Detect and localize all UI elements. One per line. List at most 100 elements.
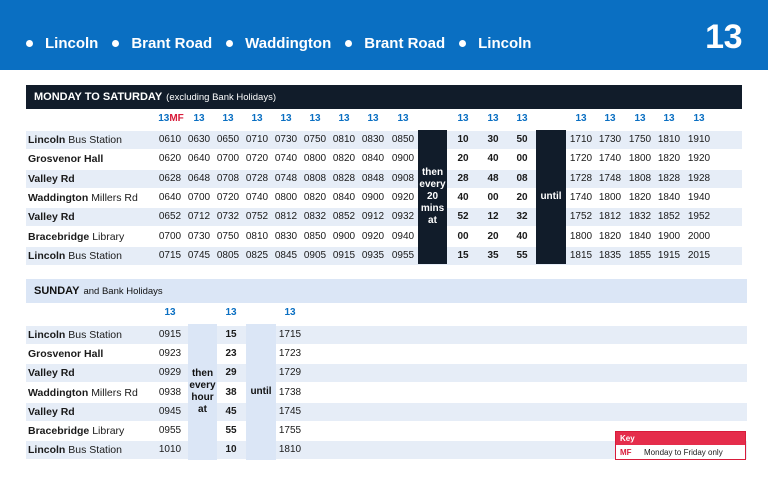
sunday-title: SUNDAY xyxy=(34,285,80,297)
stop-name: Valley Rd xyxy=(28,364,75,382)
bullet-icon xyxy=(459,40,467,47)
departure-minute: 38 xyxy=(225,386,237,398)
stop-name-main: Grosvenor Hall xyxy=(28,153,104,166)
departure-time: 1740 xyxy=(569,191,593,203)
departure-time: 1840 xyxy=(628,230,652,242)
then-every-text: at xyxy=(428,215,437,226)
route-number: 13 xyxy=(705,18,742,56)
departure-time: 1855 xyxy=(628,249,652,261)
departure-time: 0900 xyxy=(361,191,385,203)
departure-time: 0820 xyxy=(303,191,327,203)
stop-name: Bracebridge Library xyxy=(28,228,124,246)
route-stops: Lincoln Brant Road Waddington Brant Road Lin… xyxy=(26,35,545,52)
departure-minute: 20 xyxy=(516,191,528,203)
route-number-header: 13 xyxy=(164,307,176,318)
departure-time: 1800 xyxy=(628,153,652,165)
departure-minute: 32 xyxy=(516,211,528,223)
departure-time: 1740 xyxy=(598,153,622,165)
stop-name: Lincoln Bus Station xyxy=(28,131,122,149)
departure-time: 1832 xyxy=(628,211,652,223)
departure-time: 0852 xyxy=(332,211,356,223)
departure-time: 1745 xyxy=(278,405,302,417)
stop-name-detail: Millers Rd xyxy=(91,386,138,399)
stop-name-main: Valley Rd xyxy=(28,211,75,224)
table-row-shade xyxy=(26,364,747,383)
then-every-text: every xyxy=(189,380,216,391)
then-every-text: at xyxy=(198,404,207,415)
departure-time: 0810 xyxy=(332,134,356,145)
departure-time: 0730 xyxy=(187,230,211,242)
departure-time: 0745 xyxy=(187,249,211,261)
departure-time: 0929 xyxy=(158,367,182,379)
departure-time: 0850 xyxy=(303,230,327,242)
departure-time: 0708 xyxy=(216,172,240,184)
departure-time: 0920 xyxy=(361,230,385,242)
departure-time: 1820 xyxy=(598,230,622,242)
key-code: MF xyxy=(620,448,632,457)
sunday-header: SUNDAY and Bank Holidays xyxy=(26,279,747,303)
departure-time: 0728 xyxy=(245,172,269,184)
departure-minute: 30 xyxy=(487,134,499,145)
route-number-header: 13 xyxy=(225,307,237,318)
departure-minute: 12 xyxy=(487,211,499,223)
route-number: 13 xyxy=(158,113,170,124)
stop-name: Valley Rd xyxy=(28,170,75,188)
departure-time: 2015 xyxy=(687,249,711,261)
mf-code: MF xyxy=(169,113,184,124)
departure-time: 0900 xyxy=(332,230,356,242)
departure-time: 0920 xyxy=(391,191,415,203)
then-every-text: then xyxy=(191,368,214,379)
weekday-note: (excluding Bank Holidays) xyxy=(166,91,276,103)
departure-time: 1808 xyxy=(628,172,652,184)
stop-name-main: Bracebridge xyxy=(28,425,90,437)
stop-name-detail: Bus Station xyxy=(68,329,122,341)
stop-name: Waddington Millers Rd xyxy=(28,189,138,207)
key-title: Key xyxy=(616,432,745,445)
departure-time: 0932 xyxy=(391,211,415,223)
departure-time: 0945 xyxy=(158,405,182,417)
route-stop-label: Lincoln xyxy=(478,35,532,52)
departure-time: 1928 xyxy=(687,172,711,184)
stop-name-main: Lincoln xyxy=(28,134,66,146)
route-number-header: 13 xyxy=(222,113,234,124)
stop-name: Lincoln Bus Station xyxy=(28,326,122,344)
departure-time: 1730 xyxy=(598,134,622,145)
departure-time: 0712 xyxy=(187,211,211,223)
departure-time: 0912 xyxy=(361,211,385,223)
departure-time: 1810 xyxy=(657,134,681,145)
departure-time: 1812 xyxy=(598,211,622,223)
departure-minute: 55 xyxy=(225,425,237,436)
departure-minute: 10 xyxy=(457,134,469,145)
departure-time: 0650 xyxy=(216,134,240,145)
departure-time: 0628 xyxy=(158,172,182,184)
stop-name-detail: Library xyxy=(92,425,125,437)
departure-minute: 48 xyxy=(487,172,499,184)
departure-time: 0908 xyxy=(391,172,415,184)
route-number-header: 13 xyxy=(338,113,350,124)
departure-time: 0832 xyxy=(303,211,327,223)
departure-minute: 40 xyxy=(487,153,499,165)
then-every-column: then every 20 mins at xyxy=(418,130,447,264)
departure-time: 0840 xyxy=(361,153,385,165)
departure-time: 1750 xyxy=(628,134,652,145)
departure-time: 0808 xyxy=(303,172,327,184)
departure-time: 0620 xyxy=(158,153,182,165)
until-column: until xyxy=(536,130,566,264)
departure-time: 1755 xyxy=(278,425,302,436)
key-box: Key MF Monday to Friday only xyxy=(615,431,746,460)
stop-name: Valley Rd xyxy=(28,208,75,226)
departure-time: 0740 xyxy=(245,191,269,203)
then-every-text: 20 xyxy=(426,191,439,202)
stop-name: Grosvenor Hall xyxy=(28,345,103,363)
weekday-header: MONDAY TO SATURDAY (excluding Bank Holid… xyxy=(26,85,742,109)
route-number-header: 13 xyxy=(193,113,205,124)
departure-time: 0825 xyxy=(245,249,269,261)
departure-minute: 52 xyxy=(457,211,469,223)
departure-minute: 15 xyxy=(457,249,469,261)
route-number-header: 13 xyxy=(251,113,263,124)
departure-time: 1835 xyxy=(598,249,622,261)
departure-time: 0923 xyxy=(158,348,182,360)
departure-minute: 40 xyxy=(457,191,469,203)
stop-name-main: Valley Rd xyxy=(28,405,75,418)
stop-name: Lincoln Bus Station xyxy=(28,247,122,265)
